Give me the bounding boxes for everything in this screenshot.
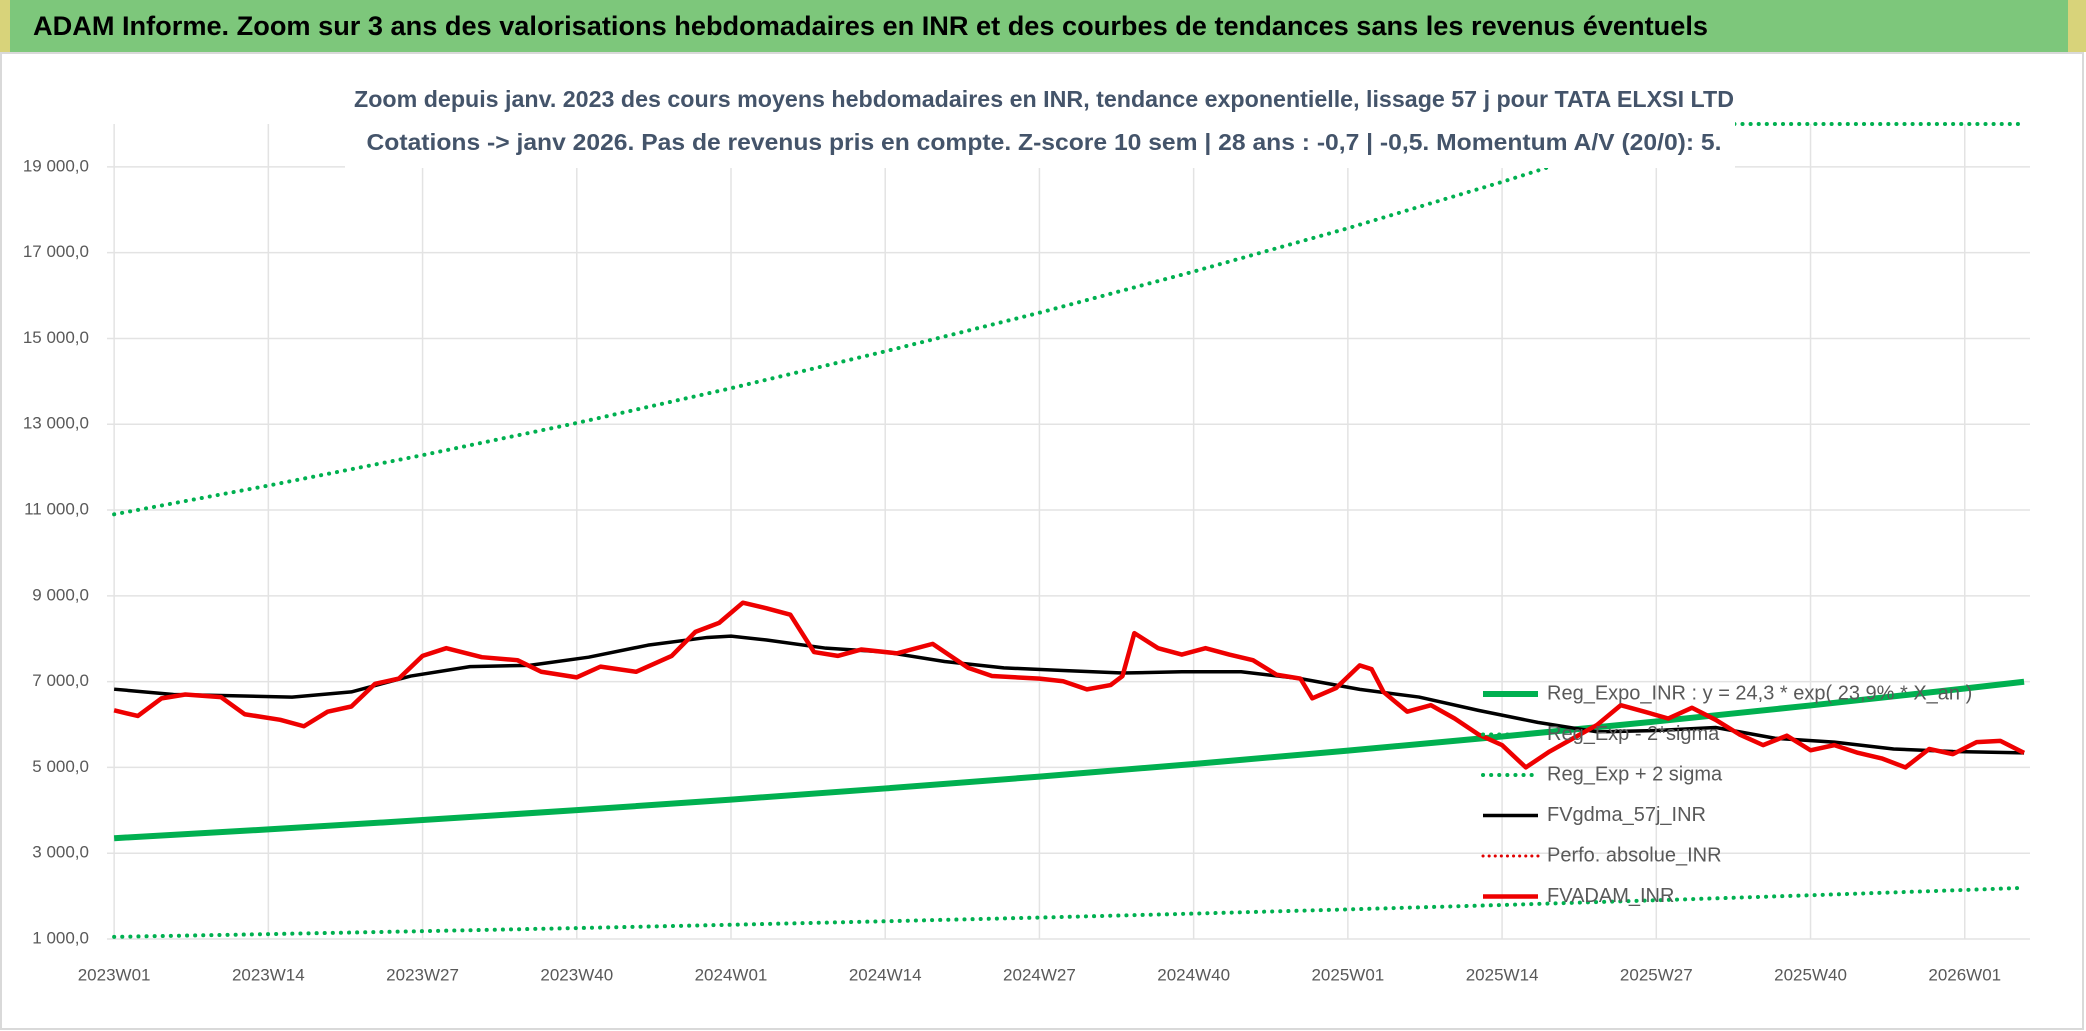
header-corner (2068, 0, 2086, 52)
y-tick-label: 5 000,0 (32, 757, 89, 776)
chart-title: Zoom depuis janv. 2023 des cours moyens … (354, 86, 1734, 112)
legend-text: FVADAM_INR (1547, 885, 1674, 907)
series-line (113, 634, 2025, 755)
series-line (112, 885, 2027, 939)
chart-subtitle: Cotations -> janv 2026. Pas de revenus p… (367, 129, 1722, 155)
series-line (113, 600, 2026, 770)
y-tick-label: 7 000,0 (32, 671, 89, 690)
x-tick-label: 2024W40 (1157, 965, 1230, 984)
legend-text: FVgdma_57j_INR (1547, 804, 1706, 826)
legend-text: Perfo. absolue_INR (1547, 844, 1722, 866)
x-tick-label: 2026W01 (1928, 965, 2001, 984)
x-tick-label: 2023W01 (78, 965, 151, 984)
x-tick-label: 2023W14 (232, 965, 305, 984)
legend-text: Reg_Exp + 2 sigma (1547, 763, 1723, 785)
y-tick-label: 11 000,0 (24, 500, 89, 519)
legend: Reg_Expo_INR : y = 24,3 * exp( 23,9% * X… (1481, 682, 1972, 907)
x-tick-label: 2023W40 (540, 965, 613, 984)
legend-text: Reg_Expo_INR : y = 24,3 * exp( 23,9% * X… (1547, 682, 1972, 704)
x-tick-label: 2024W14 (849, 965, 922, 984)
x-tick-label: 2024W01 (695, 965, 768, 984)
legend-text: Reg_Exp - 2*sigma (1547, 723, 1720, 745)
title-background (345, 84, 1735, 168)
x-tick-label: 2023W27 (386, 965, 459, 984)
chart-border (0, 52, 2084, 1030)
y-tick-label: 19 000,0 (23, 156, 89, 175)
y-tick-label: 17 000,0 (23, 242, 89, 261)
header-title: ADAM Informe. Zoom sur 3 ans des valoris… (33, 11, 1708, 41)
y-tick-label: 3 000,0 (32, 843, 89, 862)
plot-area: 1 000,0 3 000,0 5 000,0 7 000,0 9 000,0 11 00… (23, 122, 2030, 984)
header-bar (0, 0, 2086, 52)
y-tick-label: 1 000,0 (32, 928, 89, 947)
series-line (113, 678, 2025, 842)
x-tick-label: 2025W01 (1311, 965, 1384, 984)
x-tick-label: 2025W14 (1466, 965, 1539, 984)
x-tick-label: 2025W27 (1620, 965, 1693, 984)
x-tick-label: 2025W40 (1774, 965, 1847, 984)
y-tick-label: 15 000,0 (23, 328, 89, 347)
y-tick-label: 13 000,0 (23, 414, 89, 433)
y-tick-label: 9 000,0 (32, 585, 89, 604)
x-tick-label: 2024W27 (1003, 965, 1076, 984)
header-corner (0, 0, 10, 52)
series-line (112, 122, 2027, 517)
